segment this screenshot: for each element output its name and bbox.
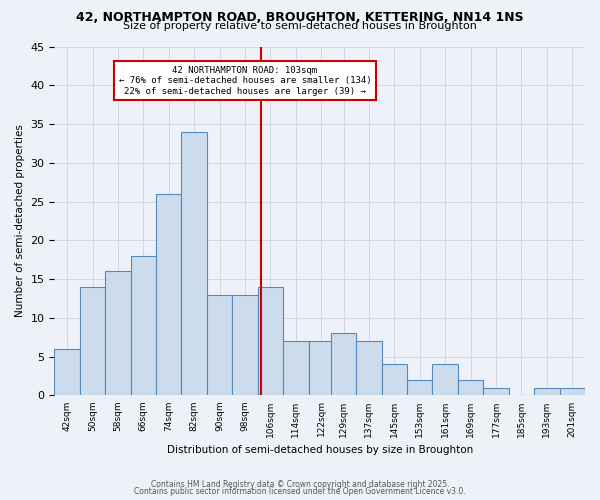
Bar	[308, 341, 334, 396]
Bar	[283, 341, 308, 396]
Bar	[560, 388, 585, 396]
Bar	[534, 388, 560, 396]
Bar	[382, 364, 407, 396]
Bar	[232, 294, 258, 396]
Text: 42, NORTHAMPTON ROAD, BROUGHTON, KETTERING, NN14 1NS: 42, NORTHAMPTON ROAD, BROUGHTON, KETTERI…	[76, 11, 524, 24]
Bar	[105, 272, 131, 396]
Bar	[131, 256, 156, 396]
Bar	[458, 380, 484, 396]
Bar	[55, 349, 80, 396]
Bar	[356, 341, 382, 396]
Bar	[156, 194, 181, 396]
Bar	[407, 380, 433, 396]
Bar	[484, 388, 509, 396]
Text: 42 NORTHAMPTON ROAD: 103sqm
← 76% of semi-detached houses are smaller (134)
22% : 42 NORTHAMPTON ROAD: 103sqm ← 76% of sem…	[119, 66, 371, 96]
Bar	[258, 287, 283, 396]
X-axis label: Distribution of semi-detached houses by size in Broughton: Distribution of semi-detached houses by …	[167, 445, 473, 455]
Text: Contains HM Land Registry data © Crown copyright and database right 2025.: Contains HM Land Registry data © Crown c…	[151, 480, 449, 489]
Bar	[207, 294, 232, 396]
Y-axis label: Number of semi-detached properties: Number of semi-detached properties	[15, 124, 25, 318]
Text: Size of property relative to semi-detached houses in Broughton: Size of property relative to semi-detach…	[123, 21, 477, 31]
Text: Contains public sector information licensed under the Open Government Licence v3: Contains public sector information licen…	[134, 487, 466, 496]
Bar	[331, 334, 356, 396]
Bar	[181, 132, 207, 396]
Bar	[80, 287, 105, 396]
Bar	[433, 364, 458, 396]
